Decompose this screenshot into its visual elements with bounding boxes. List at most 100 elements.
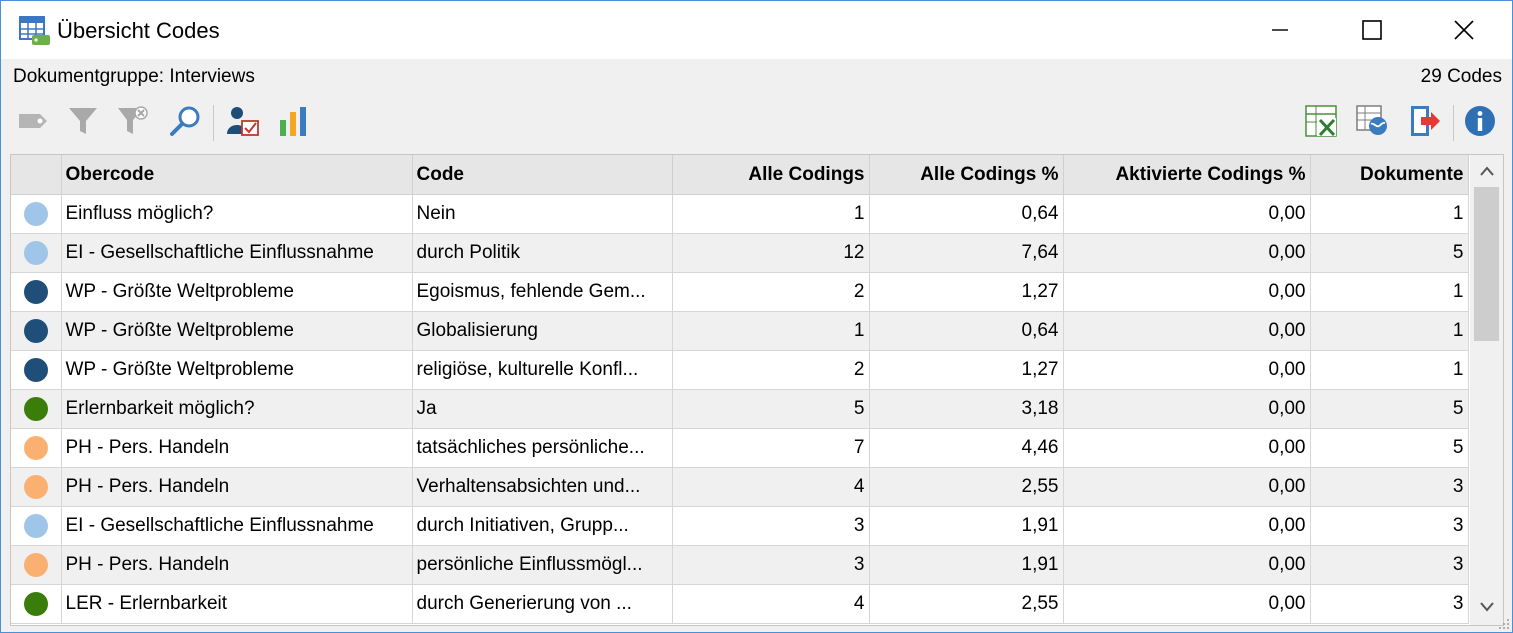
bar-chart-icon[interactable] <box>275 103 311 139</box>
scroll-up-button[interactable] <box>1470 157 1503 185</box>
dokumente-cell: 3 <box>1310 467 1469 507</box>
alle-codings-cell: 1 <box>672 194 870 234</box>
table-row[interactable]: PH - Pers. Handeln tatsächliches persönl… <box>11 428 1469 468</box>
color-cell <box>11 233 62 273</box>
aktivierte-codings-percent-cell: 0,00 <box>1063 545 1311 585</box>
code-cell: Globalisierung <box>412 311 673 351</box>
code-color-dot <box>23 280 48 304</box>
user-activate-icon[interactable] <box>225 103 261 139</box>
obercode-cell: EI - Gesellschaftliche Einflussnahme <box>61 233 413 273</box>
column-header-aktivierte-codings-percent[interactable]: Aktivierte Codings % <box>1063 155 1311 195</box>
close-button[interactable] <box>1418 1 1510 59</box>
aktivierte-codings-percent-cell: 0,00 <box>1063 389 1311 429</box>
tag-icon[interactable] <box>15 103 51 139</box>
column-header-obercode[interactable]: Obercode <box>61 155 413 195</box>
aktivierte-codings-percent-cell: 0,00 <box>1063 311 1311 351</box>
alle-codings-percent-cell: 3,18 <box>869 389 1064 429</box>
dokumente-cell: 5 <box>1310 233 1469 273</box>
column-header-alle-codings-percent[interactable]: Alle Codings % <box>869 155 1064 195</box>
color-cell <box>11 545 62 585</box>
web-export-icon[interactable] <box>1354 103 1390 139</box>
search-icon[interactable] <box>167 103 203 139</box>
code-cell: tatsächliches persönliche... <box>412 428 673 468</box>
scrollbar-thumb[interactable] <box>1474 187 1499 341</box>
filter-icon[interactable] <box>65 103 101 139</box>
column-header-code[interactable]: Code <box>412 155 673 195</box>
table-row[interactable]: Erlernbarkeit möglich? Ja 5 3,18 0,00 5 <box>11 389 1469 429</box>
excel-export-icon[interactable] <box>1303 103 1339 139</box>
column-header-alle-codings[interactable]: Alle Codings <box>672 155 870 195</box>
aktivierte-codings-percent-cell: 0,00 <box>1063 584 1311 624</box>
codes-table-container: Obercode Code Alle Codings Alle Codings … <box>10 154 1504 626</box>
obercode-cell: Erlernbarkeit möglich? <box>61 389 413 429</box>
export-icon[interactable] <box>1406 103 1442 139</box>
dokumente-cell: 5 <box>1310 428 1469 468</box>
aktivierte-codings-percent-cell: 0,00 <box>1063 194 1311 234</box>
document-group-label: Dokumentgruppe: Interviews <box>13 66 255 87</box>
alle-codings-cell: 3 <box>672 506 870 546</box>
color-cell <box>11 506 62 546</box>
obercode-cell: WP - Größte Weltprobleme <box>61 272 413 312</box>
maximize-button[interactable] <box>1326 1 1418 59</box>
aktivierte-codings-percent-cell: 0,00 <box>1063 467 1311 507</box>
code-color-dot <box>23 436 48 460</box>
table-row[interactable]: PH - Pers. Handeln Verhaltensabsichten u… <box>11 467 1469 507</box>
color-cell <box>11 467 62 507</box>
code-cell: Nein <box>412 194 673 234</box>
obercode-cell: WP - Größte Weltprobleme <box>61 311 413 351</box>
table-row[interactable]: WP - Größte Weltprobleme religiöse, kult… <box>11 350 1469 390</box>
minimize-button[interactable] <box>1234 1 1326 59</box>
alle-codings-percent-cell: 4,46 <box>869 428 1064 468</box>
alle-codings-percent-cell: 0,64 <box>869 194 1064 234</box>
alle-codings-cell: 2 <box>672 272 870 312</box>
code-cell: Ja <box>412 389 673 429</box>
alle-codings-cell: 4 <box>672 467 870 507</box>
code-count: 29 Codes <box>1420 66 1502 87</box>
info-icon[interactable] <box>1462 103 1498 139</box>
table-row[interactable]: WP - Größte Weltprobleme Globalisierung … <box>11 311 1469 351</box>
alle-codings-percent-cell: 1,91 <box>869 506 1064 546</box>
alle-codings-cell: 12 <box>672 233 870 273</box>
code-color-dot <box>23 553 48 577</box>
column-header-dokumente[interactable]: Dokumente <box>1310 155 1469 195</box>
filter-clear-icon[interactable] <box>115 103 151 139</box>
table-row[interactable]: LER - Erlernbarkeit durch Generierung vo… <box>11 584 1469 624</box>
color-cell <box>11 350 62 390</box>
column-header-color[interactable] <box>11 155 62 195</box>
code-color-dot <box>23 397 48 421</box>
color-cell <box>11 311 62 351</box>
aktivierte-codings-percent-cell: 0,00 <box>1063 428 1311 468</box>
table-row[interactable]: EI - Gesellschaftliche Einflussnahme dur… <box>11 233 1469 273</box>
resize-grip-icon[interactable] <box>1498 618 1510 630</box>
title-bar: Übersicht Codes <box>1 1 1512 59</box>
color-cell <box>11 389 62 429</box>
info-row: Dokumentgruppe: Interviews 29 Codes <box>1 59 1512 95</box>
obercode-cell: PH - Pers. Handeln <box>61 428 413 468</box>
toolbar <box>1 99 1512 149</box>
code-cell: persönliche Einflussmögl... <box>412 545 673 585</box>
alle-codings-cell: 5 <box>672 389 870 429</box>
code-color-dot <box>23 475 48 499</box>
scroll-down-button[interactable] <box>1470 593 1503 621</box>
table-header-row: Obercode Code Alle Codings Alle Codings … <box>11 155 1469 195</box>
code-cell: Verhaltensabsichten und... <box>412 467 673 507</box>
color-cell <box>11 584 62 624</box>
table-row[interactable]: PH - Pers. Handeln persönliche Einflussm… <box>11 545 1469 585</box>
alle-codings-cell: 1 <box>672 311 870 351</box>
code-color-dot <box>23 358 48 382</box>
code-color-dot <box>23 202 48 226</box>
alle-codings-percent-cell: 2,55 <box>869 467 1064 507</box>
dokumente-cell: 1 <box>1310 272 1469 312</box>
code-cell: religiöse, kulturelle Konfl... <box>412 350 673 390</box>
code-cell: Egoismus, fehlende Gem... <box>412 272 673 312</box>
table-row[interactable]: Einfluss möglich? Nein 1 0,64 0,00 1 <box>11 194 1469 234</box>
dokumente-cell: 1 <box>1310 311 1469 351</box>
alle-codings-cell: 2 <box>672 350 870 390</box>
alle-codings-percent-cell: 1,27 <box>869 272 1064 312</box>
obercode-cell: WP - Größte Weltprobleme <box>61 350 413 390</box>
table-row[interactable]: WP - Größte Weltprobleme Egoismus, fehle… <box>11 272 1469 312</box>
dokumente-cell: 3 <box>1310 545 1469 585</box>
vertical-scrollbar[interactable] <box>1470 155 1503 625</box>
table-row[interactable]: EI - Gesellschaftliche Einflussnahme dur… <box>11 506 1469 546</box>
alle-codings-cell: 4 <box>672 584 870 624</box>
